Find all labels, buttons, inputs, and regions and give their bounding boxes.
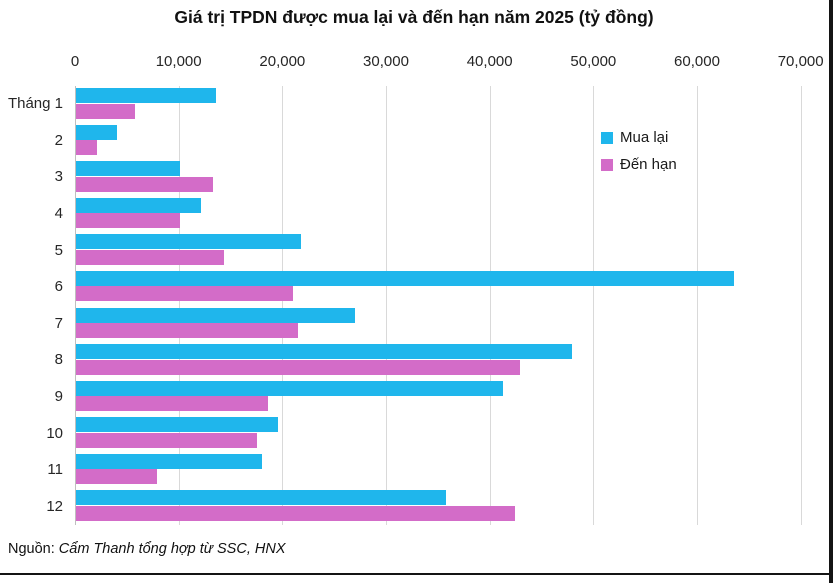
x-axis-tick-label: 70,000 bbox=[777, 53, 824, 70]
x-axis: 0 10,000 20,000 30,000 40,000 50,000 60,000 70,… bbox=[71, 53, 824, 73]
bar-den-han bbox=[76, 213, 180, 229]
bar-mua-lai bbox=[76, 490, 447, 506]
legend-swatch-mua-lai bbox=[601, 131, 613, 144]
x-axis-tick-label: 30,000 bbox=[363, 53, 409, 70]
gridline bbox=[178, 86, 180, 525]
plot-area bbox=[75, 86, 806, 525]
y-axis-label: 5 bbox=[54, 241, 63, 259]
bar-den-han bbox=[76, 286, 293, 302]
bar-mua-lai bbox=[76, 197, 202, 213]
x-axis-tick-label: 40,000 bbox=[466, 53, 513, 70]
gridline bbox=[489, 86, 491, 525]
y-axis-label: 11 bbox=[47, 461, 63, 479]
y-axis: Tháng 1 2 3 4 5 6 7 8 9 10 11 12 bbox=[0, 86, 63, 525]
bar-den-han bbox=[76, 140, 97, 156]
bar-den-han bbox=[76, 469, 157, 485]
bar-den-han bbox=[76, 359, 520, 375]
bar-den-han bbox=[76, 396, 268, 412]
legend-swatch-den-han bbox=[601, 158, 613, 171]
x-axis-tick-label: 0 bbox=[70, 53, 80, 70]
bar-mua-lai bbox=[76, 417, 279, 433]
y-axis-label: 10 bbox=[46, 424, 63, 442]
bar-den-han bbox=[76, 432, 258, 448]
gridline bbox=[593, 86, 595, 525]
gridline bbox=[385, 86, 387, 525]
source-note: Nguồn: Cẩm Thanh tổng hợp từ SSC, HNX bbox=[8, 541, 286, 557]
bar-mua-lai bbox=[76, 307, 355, 323]
chart-title: Giá trị TPDN được mua lại và đến hạn năm… bbox=[174, 7, 654, 27]
y-axis-label: Tháng 1 bbox=[7, 95, 63, 113]
bar-mua-lai bbox=[76, 380, 504, 396]
bar-den-han bbox=[76, 249, 225, 265]
gridline bbox=[282, 86, 284, 525]
value-axis-zero-line bbox=[75, 86, 76, 525]
x-axis-tick-label: 50,000 bbox=[570, 53, 617, 70]
bottom-border-line bbox=[0, 573, 833, 575]
y-axis-label: 8 bbox=[54, 351, 63, 369]
bar-mua-lai bbox=[76, 234, 301, 250]
bar-mua-lai bbox=[76, 270, 735, 286]
bar-den-han bbox=[76, 103, 136, 119]
bar-den-han bbox=[76, 176, 213, 192]
bar-mua-lai bbox=[76, 88, 216, 103]
x-axis-tick-label: 20,000 bbox=[259, 53, 306, 70]
right-border-line bbox=[829, 0, 833, 583]
legend: Mua lại Đến hạn bbox=[601, 127, 677, 181]
y-axis-label: 4 bbox=[54, 205, 63, 223]
y-axis-label: 2 bbox=[54, 131, 63, 149]
gridline bbox=[696, 86, 698, 525]
source-text: Cẩm Thanh tổng hợp từ SSC, HNX bbox=[58, 541, 286, 557]
x-axis-tick-label: 10,000 bbox=[155, 53, 202, 70]
source-prefix: Nguồn: bbox=[8, 541, 59, 557]
legend-label: Đến hạn bbox=[620, 156, 677, 173]
bar-mua-lai bbox=[76, 124, 118, 140]
y-axis-label: 12 bbox=[46, 497, 63, 515]
y-axis-label: 9 bbox=[54, 387, 63, 405]
legend-label: Mua lại bbox=[620, 129, 669, 146]
bar-mua-lai bbox=[76, 344, 572, 360]
bar-mua-lai bbox=[76, 453, 262, 469]
bar-mua-lai bbox=[76, 161, 180, 177]
gridline bbox=[800, 86, 802, 525]
legend-item: Đến hạn bbox=[601, 154, 677, 175]
bar-den-han bbox=[76, 323, 298, 338]
legend-item: Mua lại bbox=[601, 127, 677, 148]
y-axis-label: 7 bbox=[54, 314, 63, 332]
y-axis-label: 3 bbox=[54, 168, 63, 186]
y-axis-label: 6 bbox=[54, 278, 63, 296]
bar-den-han bbox=[76, 505, 515, 521]
x-axis-tick-label: 60,000 bbox=[674, 53, 720, 70]
